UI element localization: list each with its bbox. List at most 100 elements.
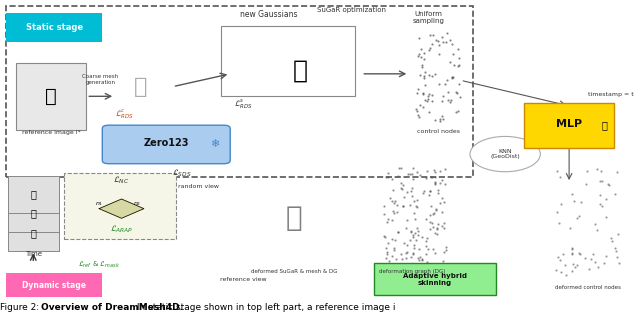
Point [438,93,448,99]
Point [590,259,600,265]
Point [409,198,419,204]
Point [394,229,404,234]
Point [445,38,455,43]
Point [603,182,613,187]
Point [612,255,623,260]
Point [419,98,429,103]
Point [425,32,435,37]
Point [575,251,585,256]
Point [420,217,431,222]
Point [572,262,582,267]
Text: Dynamic stage: Dynamic stage [22,281,86,290]
Point [568,261,578,266]
Point [409,245,419,250]
Point [596,204,607,209]
Point [451,89,461,94]
Point [573,250,584,255]
Point [601,214,611,219]
Point [428,247,438,252]
Point [383,174,393,179]
Point [387,176,397,181]
Point [382,249,392,255]
Point [607,239,618,244]
Point [592,166,602,171]
Point [429,181,440,186]
Point [580,182,591,187]
Point [415,73,425,78]
Text: reference image I*: reference image I* [22,130,81,135]
Point [604,182,614,187]
Point [430,169,440,174]
Point [442,31,452,36]
Text: $\mathcal{L}_{SDS}$: $\mathcal{L}_{SDS}$ [172,168,192,179]
Point [412,91,422,96]
Point [419,74,429,79]
Point [410,230,420,235]
Text: 🐘: 🐘 [30,228,36,238]
Point [399,241,409,246]
Point [392,209,402,214]
Point [440,81,451,86]
Point [440,182,451,187]
Point [428,33,438,38]
Point [403,190,413,195]
Text: random view: random view [178,184,219,189]
Point [406,229,416,234]
Point [423,94,433,99]
Point [572,215,582,221]
Point [454,63,464,68]
Point [414,115,424,120]
Point [437,114,447,119]
Point [407,185,417,190]
Point [394,165,404,170]
Point [451,109,461,115]
Point [379,203,389,208]
Point [590,221,600,227]
Point [427,175,437,180]
Point [437,35,447,40]
Point [445,100,456,105]
Point [435,119,445,124]
Point [588,251,598,256]
Point [416,54,426,59]
Point [436,177,447,182]
Point [387,218,397,223]
Point [444,90,454,95]
Point [595,193,605,198]
Point [413,246,424,251]
Point [452,91,462,96]
Point [613,260,623,265]
Text: reference view: reference view [220,277,266,282]
Point [383,170,394,175]
Point [422,169,433,174]
Point [442,77,452,82]
Point [428,42,438,47]
Point [551,267,561,273]
Point [412,205,422,210]
Point [417,65,427,70]
Point [596,169,606,174]
Point [436,196,447,201]
Text: 🔥: 🔥 [602,120,607,130]
Point [425,220,435,225]
Point [599,261,609,266]
Point [392,202,403,207]
Point [421,243,431,248]
Point [414,51,424,56]
Point [419,50,429,55]
Point [424,212,435,217]
Point [406,194,417,199]
Point [424,91,434,96]
Point [381,252,392,257]
Point [424,73,435,78]
Point [440,167,450,172]
Point [408,233,419,238]
Text: new Gaussians: new Gaussians [240,10,298,19]
Text: $n_1$: $n_1$ [95,200,103,208]
Point [431,207,441,212]
Point [413,232,423,237]
Text: Zero123: Zero123 [143,138,189,148]
Point [412,226,422,231]
Point [435,200,445,205]
Point [388,187,398,192]
